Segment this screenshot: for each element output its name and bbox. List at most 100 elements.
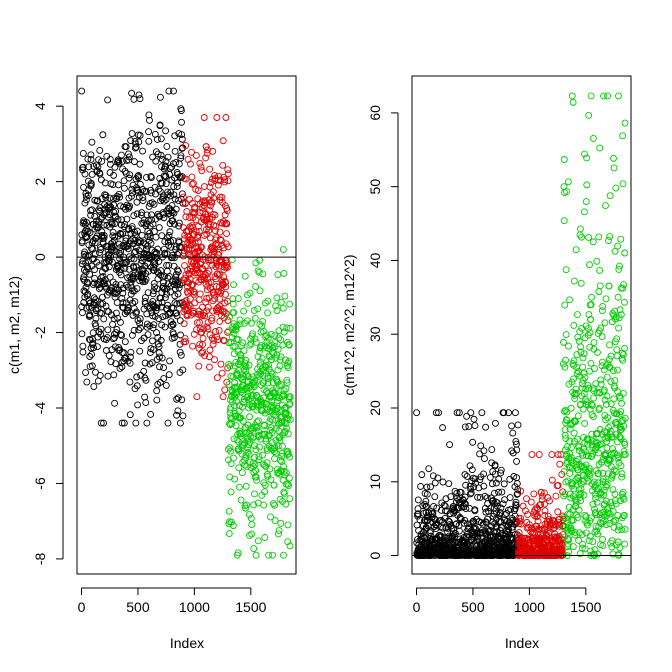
data-point (565, 548, 573, 556)
data-point (222, 283, 230, 291)
data-point (94, 377, 102, 385)
data-point (590, 365, 598, 373)
data-point (581, 511, 589, 519)
data-point (216, 228, 224, 236)
data-point (564, 178, 572, 186)
data-point (596, 282, 604, 290)
data-point (84, 264, 92, 272)
data-point (570, 357, 578, 365)
data-point (225, 530, 233, 537)
data-point (453, 409, 461, 417)
data-point (263, 338, 271, 346)
data-point (135, 326, 143, 334)
data-point (196, 325, 204, 333)
data-point (176, 281, 184, 288)
data-point (236, 429, 244, 437)
data-point (600, 491, 607, 499)
data-point (254, 537, 262, 545)
data-point (599, 535, 606, 543)
data-point (415, 526, 422, 534)
data-point (599, 302, 607, 310)
data-point (235, 464, 243, 472)
data-point (461, 423, 469, 431)
data-point (200, 183, 208, 190)
data-point (130, 304, 138, 312)
data-point (170, 334, 178, 341)
data-point (110, 246, 118, 254)
data-point (524, 510, 532, 518)
data-point (224, 264, 231, 271)
data-point (286, 453, 294, 461)
data-point (158, 298, 166, 306)
data-point (105, 201, 113, 209)
data-point (87, 207, 95, 215)
left-points (78, 87, 294, 559)
data-point (267, 424, 275, 432)
data-point (156, 93, 164, 101)
data-point (186, 214, 194, 221)
left-x-axis: 0 500 1000 1500 (78, 587, 267, 615)
data-point (97, 246, 105, 254)
data-point (619, 389, 627, 397)
data-point (243, 317, 251, 325)
data-point (87, 151, 95, 159)
data-point (174, 407, 182, 415)
data-point (133, 308, 140, 316)
data-point (175, 130, 183, 138)
data-point (538, 526, 546, 534)
data-point (272, 354, 280, 362)
data-point (526, 542, 534, 549)
data-point (207, 179, 215, 187)
data-point (254, 305, 262, 313)
data-point (286, 474, 293, 482)
data-point (110, 315, 118, 323)
data-point (155, 257, 163, 265)
data-point (136, 95, 144, 103)
data-point (602, 416, 610, 424)
left-y-label: c(m1, m2, m12) (6, 276, 22, 374)
data-point (149, 324, 157, 332)
data-point (613, 346, 621, 354)
data-point (123, 258, 131, 266)
data-point (600, 486, 608, 494)
data-point (190, 180, 197, 187)
data-point (576, 328, 584, 336)
data-point (540, 489, 548, 497)
left-x-label: Index (170, 635, 204, 651)
data-point (589, 500, 597, 508)
data-point (480, 470, 488, 478)
data-point (170, 262, 178, 270)
data-point (133, 382, 141, 390)
data-point (596, 404, 603, 412)
data-point (548, 451, 556, 458)
data-point (126, 353, 134, 361)
data-point (505, 521, 513, 529)
data-point (173, 395, 181, 403)
data-point (230, 329, 238, 337)
data-point (578, 233, 586, 241)
data-point (554, 451, 562, 458)
data-point (592, 523, 600, 530)
data-point (606, 514, 614, 522)
data-point (249, 392, 257, 400)
data-point (467, 489, 475, 497)
data-point (241, 504, 249, 512)
data-point (577, 343, 584, 351)
data-point (482, 423, 490, 431)
data-point (118, 151, 125, 159)
data-point (95, 262, 103, 269)
data-point (425, 465, 433, 473)
data-point (432, 409, 440, 417)
data-point (239, 339, 247, 347)
data-point (243, 463, 251, 470)
data-point (286, 416, 294, 424)
data-point (284, 364, 292, 371)
data-point (135, 91, 143, 99)
data-point (214, 181, 222, 189)
data-point (509, 429, 517, 437)
data-point (566, 296, 574, 304)
data-point (609, 507, 617, 515)
data-point (566, 470, 574, 477)
data-point (91, 225, 99, 233)
data-point (565, 536, 573, 544)
